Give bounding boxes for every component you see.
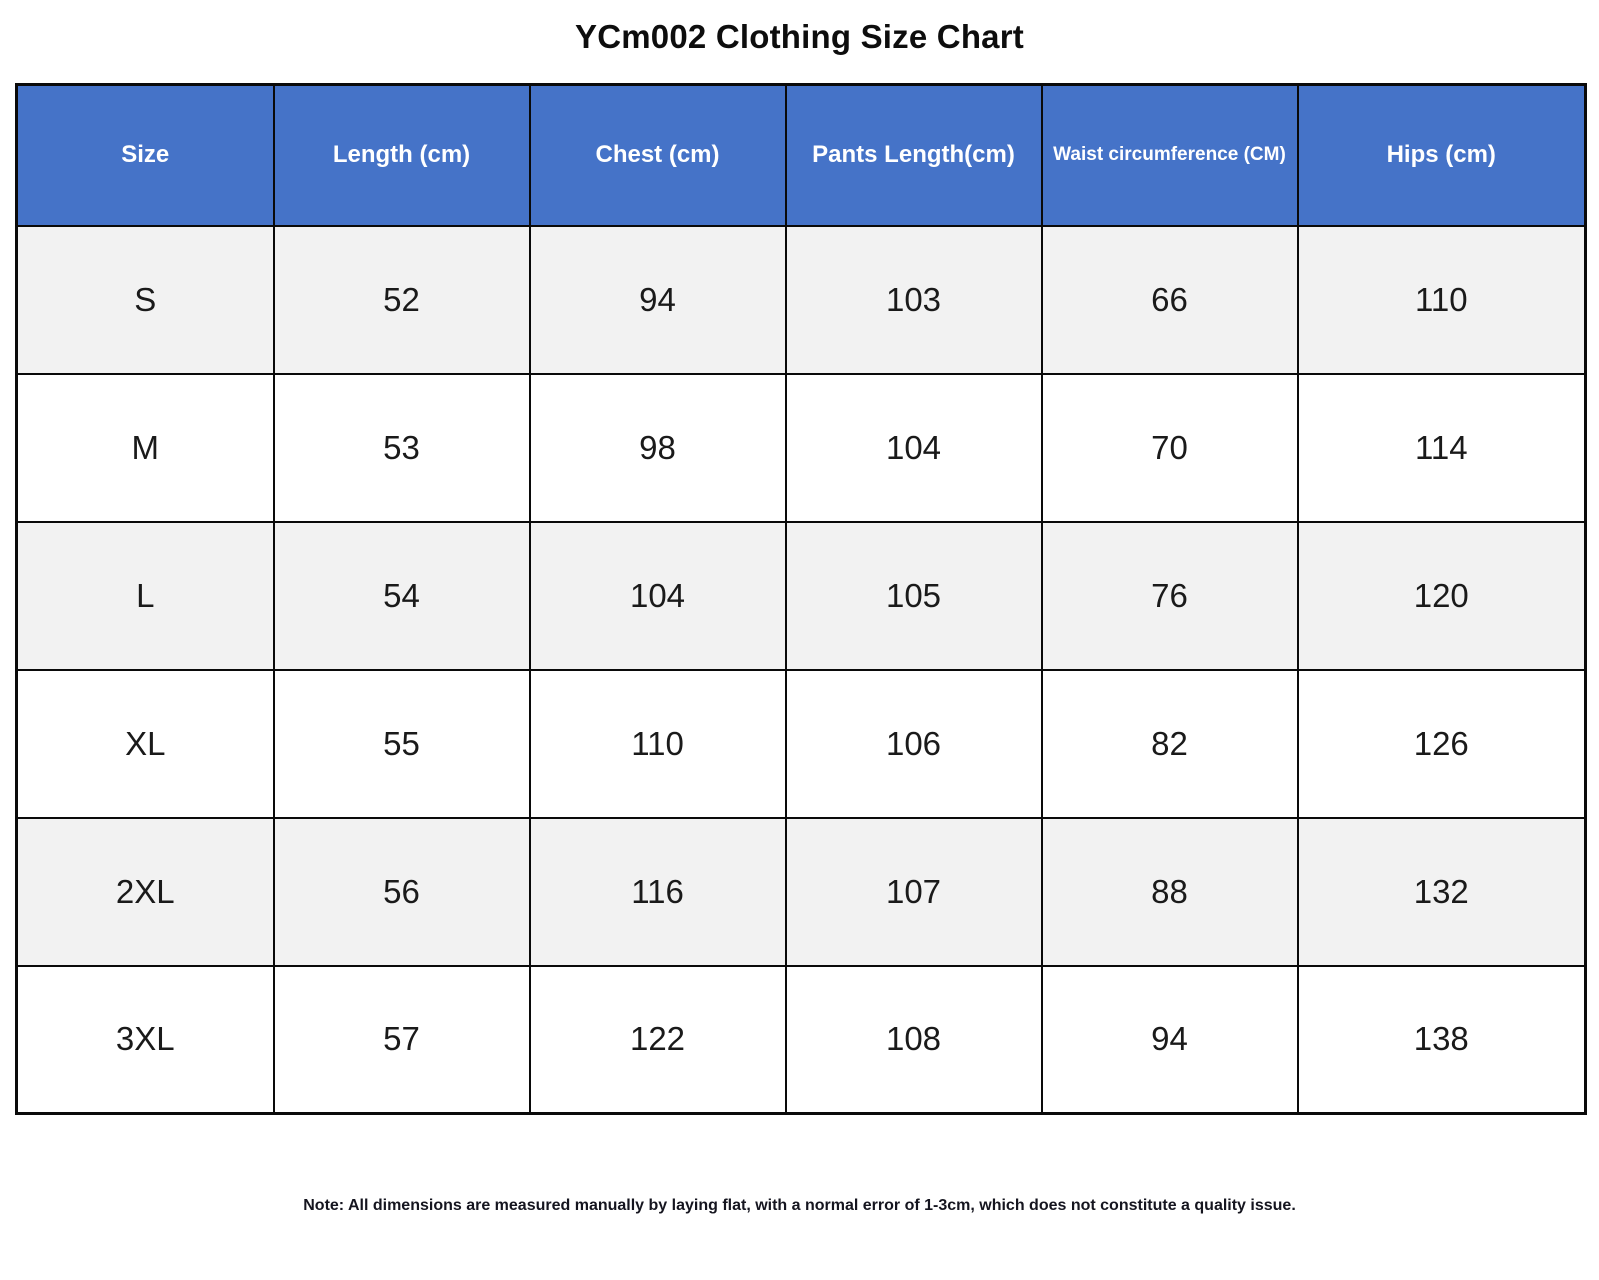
cell-s-waist: 66 [1040,224,1299,375]
cell-2xl-length: 56 [272,816,531,967]
col-header-size: Size [15,83,275,227]
cell-2xl-pants: 107 [784,816,1043,967]
col-header-chest: Chest (cm) [528,83,787,227]
cell-2xl-waist: 88 [1040,816,1299,967]
cell-l-chest: 104 [528,520,787,671]
cell-3xl-pants: 108 [784,964,1043,1115]
table-row-3xl: 3XL 57 122 108 94 138 [15,964,1587,1115]
cell-2xl-size: 2XL [15,816,275,967]
cell-xl-size: XL [15,668,275,819]
col-header-waist: Waist circumference (CM) [1040,83,1299,227]
table-row-2xl: 2XL 56 116 107 88 132 [15,816,1587,967]
size-chart-table: Size Length (cm) Chest (cm) Pants Length… [15,83,1587,1115]
cell-l-pants: 105 [784,520,1043,671]
cell-m-pants: 104 [784,372,1043,523]
cell-3xl-waist: 94 [1040,964,1299,1115]
cell-s-length: 52 [272,224,531,375]
col-header-length: Length (cm) [272,83,531,227]
cell-2xl-hips: 132 [1296,816,1587,967]
cell-s-chest: 94 [528,224,787,375]
cell-3xl-hips: 138 [1296,964,1587,1115]
cell-s-hips: 110 [1296,224,1587,375]
cell-l-size: L [15,520,275,671]
cell-xl-chest: 110 [528,668,787,819]
note-text: Note: All dimensions are measured manual… [303,1197,1296,1214]
cell-xl-pants: 106 [784,668,1043,819]
table-row-m: M 53 98 104 70 114 [15,372,1587,523]
cell-m-size: M [15,372,275,523]
cell-l-waist: 76 [1040,520,1299,671]
table-row-l: L 54 104 105 76 120 [15,520,1587,671]
table-header-row: Size Length (cm) Chest (cm) Pants Length… [15,83,1587,227]
cell-m-chest: 98 [528,372,787,523]
col-header-hips: Hips (cm) [1296,83,1587,227]
cell-l-hips: 120 [1296,520,1587,671]
cell-s-size: S [15,224,275,375]
cell-s-pants: 103 [784,224,1043,375]
cell-m-hips: 114 [1296,372,1587,523]
cell-m-length: 53 [272,372,531,523]
cell-xl-waist: 82 [1040,668,1299,819]
cell-3xl-chest: 122 [528,964,787,1115]
cell-xl-hips: 126 [1296,668,1587,819]
cell-xl-length: 55 [272,668,531,819]
cell-m-waist: 70 [1040,372,1299,523]
table-row-xl: XL 55 110 106 82 126 [15,668,1587,819]
col-header-pants-length: Pants Length(cm) [784,83,1043,227]
cell-3xl-size: 3XL [15,964,275,1115]
cell-3xl-length: 57 [272,964,531,1115]
cell-2xl-chest: 116 [528,816,787,967]
table-row-s: S 52 94 103 66 110 [15,224,1587,375]
cell-l-length: 54 [272,520,531,671]
page-title: YCm002 Clothing Size Chart [575,18,1024,55]
